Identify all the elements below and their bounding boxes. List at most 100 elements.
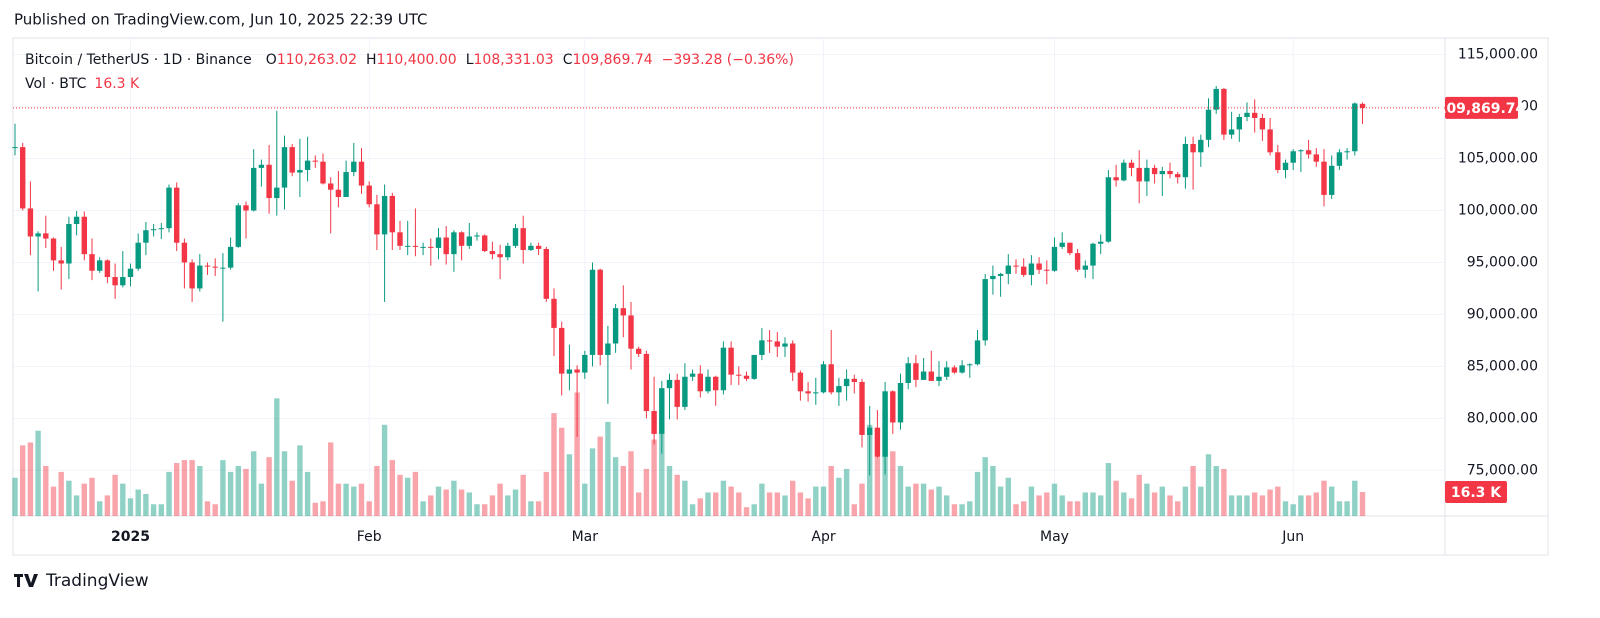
- volume-bar: [597, 436, 603, 516]
- candle-body: [1144, 167, 1150, 182]
- candle-body: [936, 376, 942, 381]
- candle-body: [689, 373, 696, 377]
- candle-body: [58, 260, 64, 264]
- volume-bar: [1159, 486, 1165, 516]
- candle-body: [705, 376, 711, 392]
- volume-bar: [990, 465, 996, 516]
- volume-bar: [1013, 504, 1019, 516]
- candle-body: [928, 371, 934, 381]
- chart-frame: [12, 37, 1549, 556]
- volume-bar: [1113, 480, 1119, 516]
- volume-bar: [297, 445, 303, 516]
- volume-bar: [574, 392, 580, 516]
- candle-body: [281, 147, 288, 188]
- y-tick-label: 75,000.00: [1467, 462, 1538, 478]
- y-tick-label: 115,000.00: [1458, 47, 1538, 63]
- volume-value: 16.3 K: [94, 76, 140, 92]
- candle-body: [1252, 112, 1258, 119]
- candle-body: [1113, 177, 1119, 181]
- candle-body: [482, 235, 488, 252]
- volume-bar: [251, 451, 257, 516]
- candle-body: [720, 347, 727, 391]
- candle-body: [366, 185, 372, 205]
- candle-body: [89, 254, 95, 271]
- candle-body: [35, 233, 41, 237]
- candle-body: [620, 308, 626, 316]
- volume-bar: [374, 465, 380, 516]
- candle-body: [612, 308, 619, 344]
- candle-body: [674, 379, 680, 407]
- volume-bar: [643, 468, 650, 516]
- volume-bar: [974, 471, 981, 516]
- volume-bar: [27, 442, 34, 516]
- candle-body: [351, 161, 357, 173]
- candle-body: [73, 216, 80, 225]
- volume-bar: [651, 439, 657, 516]
- candle-body: [890, 391, 896, 423]
- candle-body: [20, 147, 26, 209]
- candle-body: [266, 164, 272, 199]
- candle-body: [1344, 151, 1350, 153]
- candle-body: [451, 232, 457, 255]
- volume-bar: [274, 398, 280, 516]
- candle-body: [882, 391, 888, 457]
- candle-body: [574, 369, 580, 373]
- volume-tag-label: 16.3 K: [1451, 485, 1502, 501]
- candle-body: [543, 248, 549, 299]
- candle-body: [1121, 162, 1127, 181]
- volume-bar: [759, 483, 765, 516]
- volume-bar: [405, 477, 411, 516]
- volume-bar: [1036, 495, 1042, 516]
- logo-text: TradingView: [45, 571, 149, 591]
- volume-bar: [659, 433, 665, 516]
- volume-bar: [428, 495, 434, 516]
- volume-bar: [43, 465, 49, 516]
- volume-bar: [535, 501, 542, 516]
- volume-bar: [466, 492, 472, 516]
- volume-bar: [736, 492, 742, 516]
- volume-bar: [1175, 501, 1181, 516]
- volume-bar: [235, 465, 241, 516]
- legend-key: L: [466, 52, 474, 68]
- volume-bar: [928, 489, 934, 516]
- volume-bar: [936, 486, 942, 516]
- candle-body: [836, 386, 842, 393]
- y-tick-label: 100,000.00: [1458, 202, 1538, 218]
- volume-bar: [1021, 501, 1027, 516]
- candle-body: [112, 277, 118, 286]
- candle-body: [1352, 103, 1358, 152]
- volume-bar: [1098, 495, 1104, 516]
- candle-body: [289, 147, 295, 173]
- axes: 75,000.00 80,000.00 85,000.00 90,000.00 95,0…: [13, 47, 1538, 545]
- candle-body: [150, 229, 157, 231]
- candle-body: [443, 237, 449, 255]
- volume-bar: [320, 501, 326, 516]
- candle-body: [1021, 266, 1027, 275]
- candle-body: [158, 228, 164, 230]
- candle-body: [1082, 265, 1088, 270]
- y-tick-label: 90,000.00: [1467, 306, 1538, 322]
- candle-body: [489, 251, 496, 255]
- volume-bar: [143, 493, 149, 516]
- candle-body: [243, 205, 249, 211]
- candle-body: [312, 160, 318, 162]
- candle-body: [1267, 129, 1273, 153]
- candle-body: [589, 269, 596, 355]
- candle-body: [181, 242, 188, 263]
- x-tick-label: Apr: [811, 529, 835, 545]
- x-tick-label: 2025: [111, 529, 150, 545]
- legend-key: O: [266, 52, 277, 68]
- published-note: Published on TradingView.com, Jun 10, 20…: [14, 11, 428, 29]
- candle-body: [43, 233, 49, 239]
- candle-body: [389, 195, 395, 233]
- volume-bar: [520, 474, 526, 516]
- y-tick-label: 80,000.00: [1467, 410, 1538, 426]
- candle-body: [1059, 242, 1065, 247]
- candle-body: [381, 195, 388, 235]
- candle-body: [320, 161, 326, 184]
- volume-bar: [343, 483, 349, 516]
- candle-body: [582, 354, 588, 373]
- volume-bar: [890, 451, 896, 516]
- candle-body: [428, 246, 434, 248]
- volume-bar: [73, 495, 80, 516]
